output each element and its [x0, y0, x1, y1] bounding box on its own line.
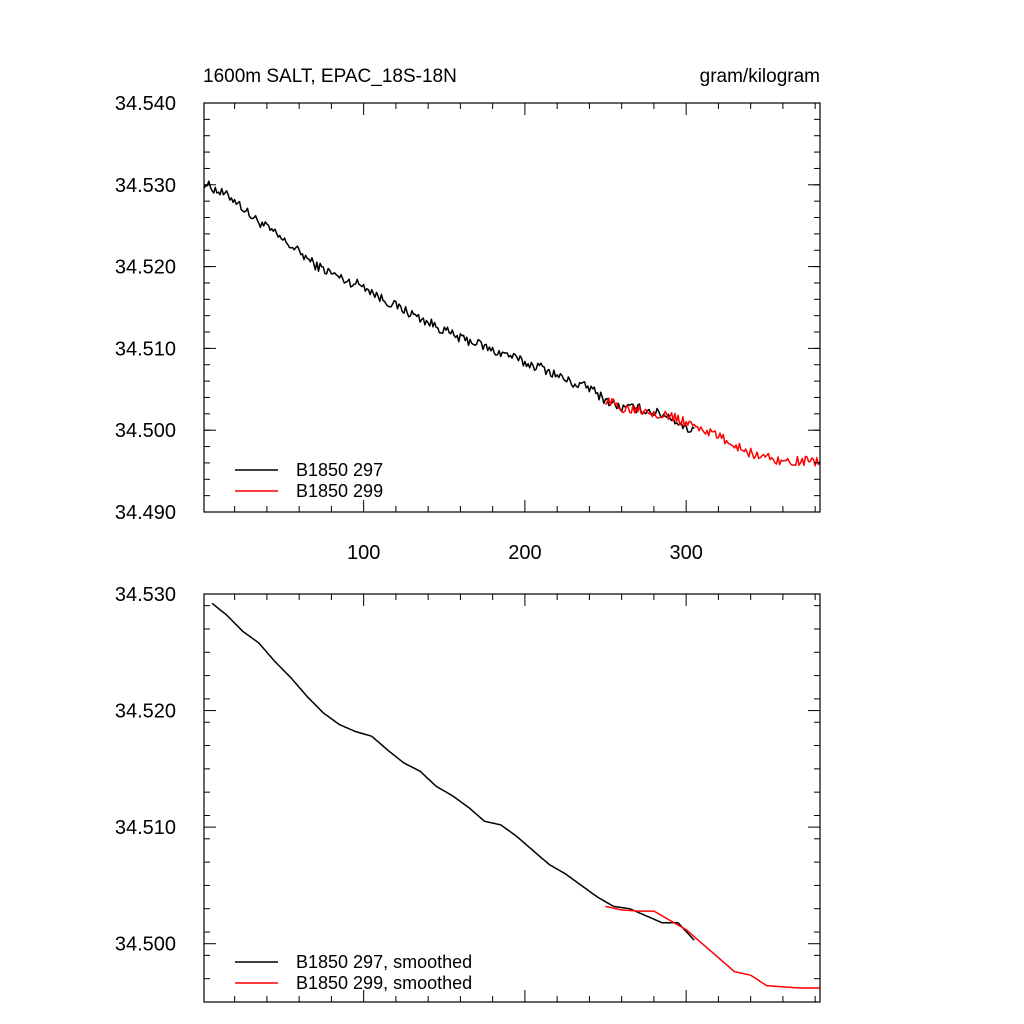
bottom-series-group [211, 602, 820, 989]
units-label: gram/kilogram [700, 66, 820, 87]
top-panel: 1600m SALT, EPAC_18S-18N gram/kilogram 3… [115, 66, 821, 564]
y-tick-label: 34.520 [115, 257, 176, 279]
series-line-297 [211, 602, 695, 941]
bottom-axis-ticks: 34.500 34.510 34.520 34.530 [115, 584, 820, 1003]
top-series-group [203, 180, 821, 467]
series-line-299 [605, 905, 820, 989]
x-tick-label: 100 [347, 542, 380, 564]
series-line-299 [604, 397, 821, 467]
y-tick-label: 34.530 [115, 584, 176, 606]
legend-label: B1850 297 [296, 460, 383, 480]
legend-label: B1850 299 [296, 481, 383, 501]
x-tick-label: 200 [508, 542, 541, 564]
bottom-plot-frame [203, 593, 821, 1003]
y-tick-label: 34.500 [115, 934, 176, 956]
y-tick-label: 34.500 [115, 420, 176, 442]
y-tick-label: 34.530 [115, 175, 176, 197]
y-tick-label: 34.490 [115, 502, 176, 524]
chart-title: 1600m SALT, EPAC_18S-18N [203, 66, 457, 87]
legend-label: B1850 299, smoothed [296, 973, 472, 993]
x-tick-label: 300 [669, 542, 702, 564]
y-tick-label: 34.510 [115, 338, 176, 360]
top-axis-ticks: 34.490 34.500 34.510 34.520 34.530 34.540 100 2… [115, 93, 820, 564]
series-line-297 [203, 180, 695, 433]
y-tick-label: 34.540 [115, 93, 176, 115]
legend-label: B1850 297, smoothed [296, 952, 472, 972]
bottom-panel: 34.500 34.510 34.520 34.530 B1850 297, smoo… [115, 584, 821, 1003]
y-tick-label: 34.520 [115, 701, 176, 723]
top-plot-frame [203, 102, 821, 513]
y-tick-label: 34.510 [115, 817, 176, 839]
